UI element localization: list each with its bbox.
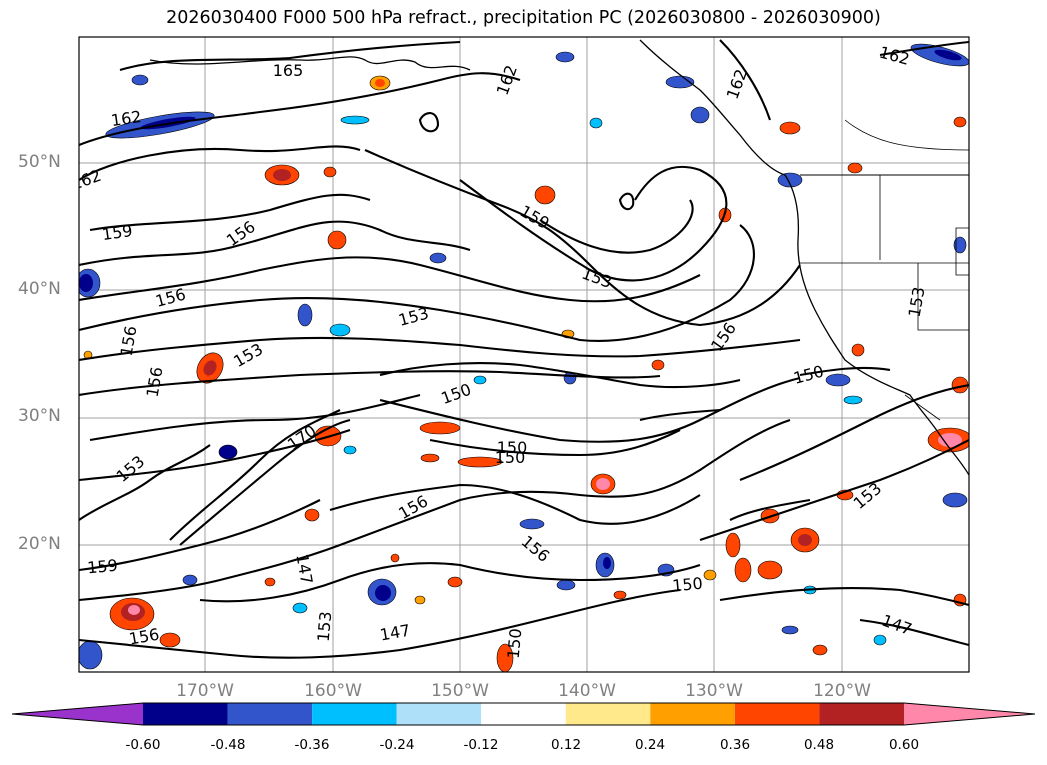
colorbar-segment [734, 703, 820, 725]
colorbar-tick-8: 0.36 [719, 737, 751, 753]
colorbar-tick-4: -0.24 [379, 737, 415, 753]
contour-label-150-f: 150 [504, 627, 526, 659]
coastlines [149, 39, 969, 476]
colorbar-tick-10: 0.60 [888, 737, 920, 753]
colorbar-extend-high [904, 703, 1035, 725]
colorbar-extend-low [12, 703, 143, 725]
lat-label-40n: 40°N [18, 279, 61, 299]
colorbar-tick-1: -0.60 [125, 737, 161, 753]
colorbar-segment [650, 703, 735, 725]
figure-title: 2026030400 F000 500 hPa refract., precip… [166, 8, 881, 28]
colorbar-segment [396, 703, 482, 725]
lon-label-170w: 170°W [176, 681, 234, 701]
colorbar [11, 702, 1036, 726]
lon-label-160w: 160°W [304, 681, 362, 701]
lat-label-50n: 50°N [18, 152, 61, 172]
colorbar-tick-3: -0.36 [294, 737, 330, 753]
colorbar-segment [227, 703, 313, 725]
lat-label-20n: 20°N [18, 534, 61, 554]
contour-label-162-a: 162 [110, 107, 143, 130]
colorbar-tick-5: -0.12 [463, 737, 499, 753]
contour-label-153-g: 153 [314, 610, 336, 642]
contour-label-159-c: 159 [86, 556, 118, 578]
lat-label-30n: 30°N [18, 406, 61, 426]
contour-label-159-a: 159 [101, 221, 134, 244]
lon-label-130w: 130°W [685, 681, 743, 701]
contour-label-165: 165 [273, 61, 304, 80]
colorbar-segment [143, 703, 228, 725]
contour-lines [79, 39, 969, 659]
lon-label-140w: 140°W [558, 681, 616, 701]
colorbar-segment [312, 703, 397, 725]
map-background [79, 37, 969, 672]
colorbar-tick-6: 0.12 [550, 737, 582, 753]
lon-label-120w: 120°W [813, 681, 871, 701]
map-figure: 165 162 162 162 162 162 159 159 159 156 … [78, 36, 970, 673]
colorbar-tick-7: 0.24 [634, 737, 666, 753]
colorbar-tick-2: -0.48 [210, 737, 246, 753]
contour-label-150-b: 150 [497, 438, 528, 457]
contour-label-150-e: 150 [671, 574, 703, 596]
lon-label-150w: 150°W [431, 681, 489, 701]
colorbar-segment [565, 703, 651, 725]
map-frame [78, 36, 970, 673]
colorbar-segment [481, 703, 566, 725]
precip-patches [79, 43, 969, 672]
contour-label-150-c: 150 [495, 448, 526, 467]
colorbar-segment [819, 703, 904, 725]
colorbar-tick-9: 0.48 [803, 737, 835, 753]
